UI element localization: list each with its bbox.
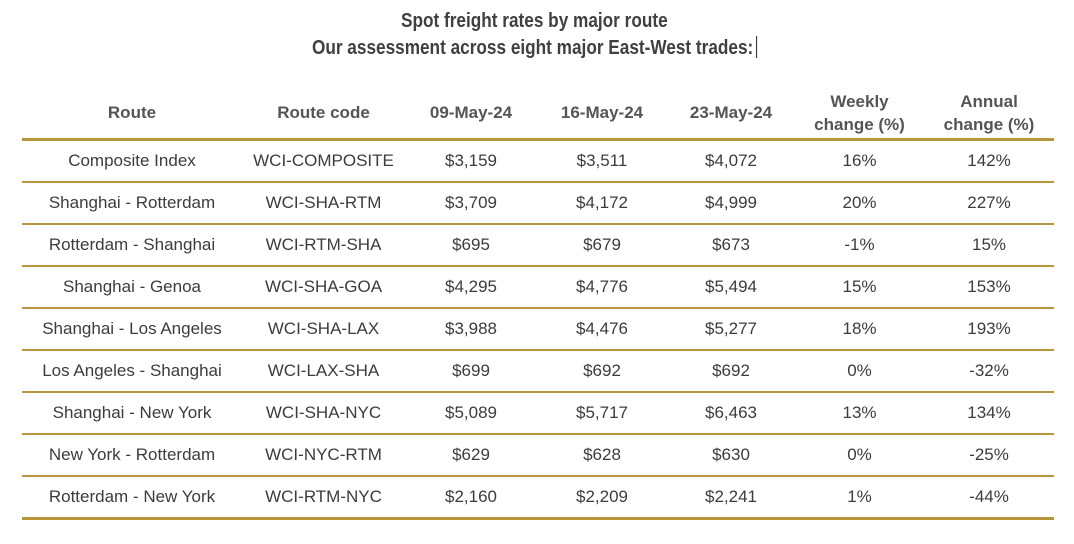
table-cell: WCI-NYC-RTM	[242, 434, 405, 477]
table-cell: $3,709	[405, 182, 537, 225]
table-cell: $5,717	[537, 392, 667, 435]
table-cell: $4,476	[537, 308, 667, 351]
table-row: Shanghai - Genoa WCI-SHA-GOA $4,295 $4,776 $…	[22, 266, 1054, 309]
table-cell: Rotterdam - New York	[22, 476, 242, 520]
table-cell: 227%	[924, 182, 1054, 225]
table-cell: 142%	[924, 139, 1054, 183]
table-cell: $3,159	[405, 139, 537, 183]
table-cell: -44%	[924, 476, 1054, 520]
table-row: Shanghai - New York WCI-SHA-NYC $5,089 $5,7…	[22, 392, 1054, 435]
table-cell: $2,209	[537, 476, 667, 520]
table-cell: $5,494	[667, 266, 795, 309]
table-row: Shanghai - Los Angeles WCI-SHA-LAX $3,988 $…	[22, 308, 1054, 351]
table-cell: $699	[405, 350, 537, 393]
table-cell: Rotterdam - Shanghai	[22, 224, 242, 267]
table-cell: Shanghai - Genoa	[22, 266, 242, 309]
table-cell: $692	[667, 350, 795, 393]
table-cell: $4,295	[405, 266, 537, 309]
table-cell: $5,277	[667, 308, 795, 351]
column-header: Weekly change (%)	[795, 86, 924, 141]
table-cell: $4,172	[537, 182, 667, 225]
rates-table-container: Route Route code 09-May-24 16-May-24 23-May-…	[22, 86, 1054, 520]
table-cell: Shanghai - Los Angeles	[22, 308, 242, 351]
column-header-text: Route	[107, 102, 157, 122]
table-header-row: Route Route code 09-May-24 16-May-24 23-May-…	[22, 86, 1054, 141]
table-cell: 0%	[795, 350, 924, 393]
column-header-text: change (%)	[943, 115, 1035, 134]
table-cell: $2,241	[667, 476, 795, 520]
column-header-text: change (%)	[814, 115, 905, 134]
table-cell: 134%	[924, 392, 1054, 435]
table-cell: Los Angeles - Shanghai	[22, 350, 242, 393]
table-cell: $4,999	[667, 182, 795, 225]
table-row: Los Angeles - Shanghai WCI-LAX-SHA $699 $69…	[22, 350, 1054, 393]
table-cell: 0%	[795, 434, 924, 477]
table-cell: 1%	[795, 476, 924, 520]
table-cell: 15%	[795, 266, 924, 309]
column-header-text: Route code	[277, 102, 370, 122]
column-header: 23-May-24	[667, 86, 795, 141]
chart-subtitle-line: Our assessment across eight major East-W…	[73, 35, 997, 62]
table-cell: $692	[537, 350, 667, 393]
table-cell: Shanghai - Rotterdam	[22, 182, 242, 225]
table-cell: $673	[667, 224, 795, 267]
table-cell: 16%	[795, 139, 924, 183]
table-cell: $3,988	[405, 308, 537, 351]
column-header: 16-May-24	[537, 86, 667, 141]
column-header-text: 09-May-24	[429, 102, 513, 122]
column-header: Route code	[242, 86, 405, 141]
table-cell: 153%	[924, 266, 1054, 309]
table-cell: 13%	[795, 392, 924, 435]
table-cell: 20%	[795, 182, 924, 225]
column-header-text: Annual	[960, 92, 1018, 111]
column-header: Route	[22, 86, 242, 141]
table-cell: New York - Rotterdam	[22, 434, 242, 477]
table-cell: WCI-SHA-RTM	[242, 182, 405, 225]
table-cell: $679	[537, 224, 667, 267]
table-cell: -32%	[924, 350, 1054, 393]
table-body: Composite Index WCI-COMPOSITE $3,159 $3,511…	[22, 139, 1054, 520]
column-header-text: Weekly	[830, 92, 889, 111]
table-cell: 193%	[924, 308, 1054, 351]
table-row: Composite Index WCI-COMPOSITE $3,159 $3,511…	[22, 139, 1054, 183]
table-cell: $695	[405, 224, 537, 267]
table-cell: WCI-COMPOSITE	[242, 139, 405, 183]
table-row: Rotterdam - Shanghai WCI-RTM-SHA $695 $679 $…	[22, 224, 1054, 267]
table-cell: $5,089	[405, 392, 537, 435]
table-cell: WCI-SHA-GOA	[242, 266, 405, 309]
table-row: Rotterdam - New York WCI-RTM-NYC $2,160 $2,…	[22, 476, 1054, 520]
table-row: New York - Rotterdam WCI-NYC-RTM $629 $628 $…	[22, 434, 1054, 477]
table-cell: Shanghai - New York	[22, 392, 242, 435]
chart-subtitle: Our assessment across eight major East-W…	[311, 37, 754, 59]
table-cell: $4,776	[537, 266, 667, 309]
table-cell: -1%	[795, 224, 924, 267]
table-cell: 18%	[795, 308, 924, 351]
table-cell: $3,511	[537, 139, 667, 183]
column-header: 09-May-24	[405, 86, 537, 141]
chart-title: Spot freight rates by major route	[401, 10, 668, 32]
table-cell: $630	[667, 434, 795, 477]
table-cell: -25%	[924, 434, 1054, 477]
table-cell: 15%	[924, 224, 1054, 267]
column-header-text: 23-May-24	[689, 102, 773, 122]
table-cell: WCI-SHA-NYC	[242, 392, 405, 435]
table-cell: $2,160	[405, 476, 537, 520]
rates-table: Route Route code 09-May-24 16-May-24 23-May-…	[22, 86, 1054, 520]
column-header-text: 16-May-24	[560, 102, 644, 122]
column-header: Annual change (%)	[924, 86, 1054, 141]
table-cell: Composite Index	[22, 139, 242, 183]
table-cell: $6,463	[667, 392, 795, 435]
table-cell: WCI-LAX-SHA	[242, 350, 405, 393]
table-cell: $628	[537, 434, 667, 477]
table-cell: WCI-RTM-NYC	[242, 476, 405, 520]
table-row: Shanghai - Rotterdam WCI-SHA-RTM $3,709 $4,…	[22, 182, 1054, 225]
table-cell: $629	[405, 434, 537, 477]
chart-title-block: Spot freight rates by major route Our as…	[73, 8, 997, 62]
text-cursor	[755, 36, 757, 58]
table-cell: WCI-SHA-LAX	[242, 308, 405, 351]
table-cell: $4,072	[667, 139, 795, 183]
table-cell: WCI-RTM-SHA	[242, 224, 405, 267]
